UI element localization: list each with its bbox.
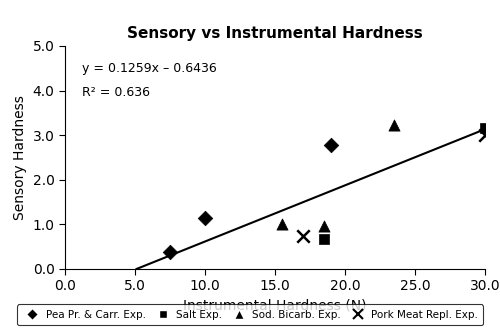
Point: [299, 233, 307, 238]
Y-axis label: Sensory Hardness: Sensory Hardness: [13, 95, 27, 220]
Point: [201, 215, 209, 220]
Point: [481, 125, 489, 130]
Point: [320, 236, 328, 241]
Point: [278, 222, 286, 227]
Legend: Pea Pr. & Carr. Exp., Salt Exp., Sod. Bicarb. Exp., Pork Meat Repl. Exp.: Pea Pr. & Carr. Exp., Salt Exp., Sod. Bi…: [16, 304, 483, 325]
Text: y = 0.1259x – 0.6436: y = 0.1259x – 0.6436: [82, 62, 216, 74]
Point: [481, 133, 489, 138]
Point: [320, 223, 328, 228]
Point: [166, 249, 174, 255]
X-axis label: Instrumental Hardness (N): Instrumental Hardness (N): [183, 299, 367, 313]
Point: [327, 142, 335, 148]
Text: R² = 0.636: R² = 0.636: [82, 86, 150, 99]
Title: Sensory vs Instrumental Hardness: Sensory vs Instrumental Hardness: [127, 26, 423, 41]
Point: [390, 123, 398, 128]
